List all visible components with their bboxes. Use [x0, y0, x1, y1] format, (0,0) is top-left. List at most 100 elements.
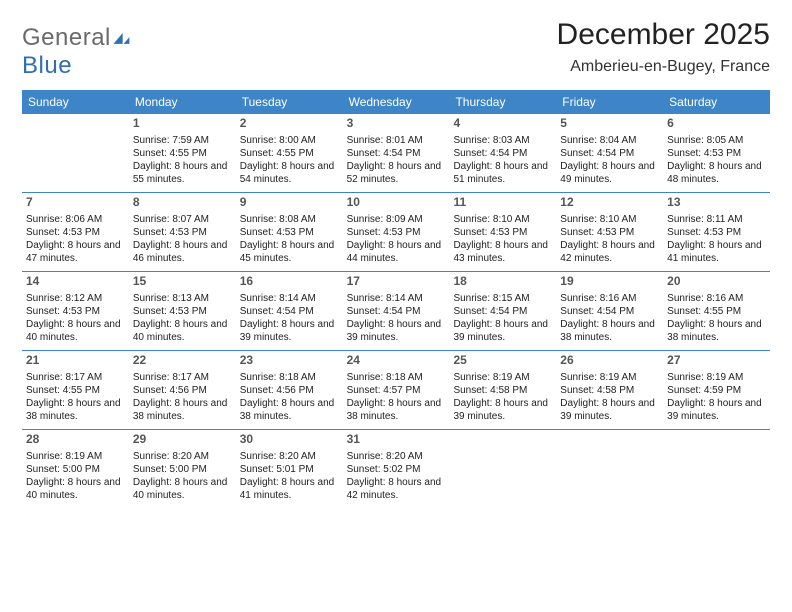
- day-number: 19: [560, 274, 659, 290]
- day-sunset: Sunset: 4:55 PM: [26, 384, 125, 397]
- day-cell: [22, 114, 129, 192]
- day-cell: 21Sunrise: 8:17 AMSunset: 4:55 PMDayligh…: [22, 351, 129, 429]
- day-sunset: Sunset: 4:54 PM: [453, 305, 552, 318]
- day-sunset: Sunset: 4:53 PM: [560, 226, 659, 239]
- day-sunrise: Sunrise: 8:19 AM: [453, 371, 552, 384]
- day-cell: 6Sunrise: 8:05 AMSunset: 4:53 PMDaylight…: [663, 114, 770, 192]
- calendar-table: Sunday Monday Tuesday Wednesday Thursday…: [22, 90, 770, 508]
- logo: GeneralBlue: [22, 18, 131, 80]
- day-number: 5: [560, 116, 659, 132]
- title-block: December 2025 Amberieu-en-Bugey, France: [557, 18, 770, 76]
- day-sunrise: Sunrise: 8:14 AM: [240, 292, 339, 305]
- day-sunset: Sunset: 4:54 PM: [560, 147, 659, 160]
- dow-monday: Monday: [129, 90, 236, 114]
- day-sunrise: Sunrise: 8:10 AM: [560, 213, 659, 226]
- day-sunset: Sunset: 4:53 PM: [240, 226, 339, 239]
- day-number: 28: [26, 432, 125, 448]
- day-number: 3: [347, 116, 446, 132]
- day-cell: 3Sunrise: 8:01 AMSunset: 4:54 PMDaylight…: [343, 114, 450, 192]
- day-sunrise: Sunrise: 8:10 AM: [453, 213, 552, 226]
- dow-tuesday: Tuesday: [236, 90, 343, 114]
- day-daylight: Daylight: 8 hours and 42 minutes.: [347, 476, 446, 502]
- day-number: 24: [347, 353, 446, 369]
- page-header: GeneralBlue December 2025 Amberieu-en-Bu…: [22, 18, 770, 80]
- day-cell: 11Sunrise: 8:10 AMSunset: 4:53 PMDayligh…: [449, 193, 556, 271]
- day-number: 30: [240, 432, 339, 448]
- page-title: December 2025: [557, 18, 770, 52]
- day-sunset: Sunset: 4:59 PM: [667, 384, 766, 397]
- day-sunset: Sunset: 4:53 PM: [667, 226, 766, 239]
- logo-text-blue: Blue: [22, 52, 72, 79]
- day-daylight: Daylight: 8 hours and 39 minutes.: [240, 318, 339, 344]
- day-cell: 18Sunrise: 8:15 AMSunset: 4:54 PMDayligh…: [449, 272, 556, 350]
- dow-friday: Friday: [556, 90, 663, 114]
- day-sunset: Sunset: 4:55 PM: [240, 147, 339, 160]
- logo-text-general: General: [22, 24, 111, 51]
- day-sunset: Sunset: 4:58 PM: [453, 384, 552, 397]
- weeks-container: 1Sunrise: 7:59 AMSunset: 4:55 PMDaylight…: [22, 114, 770, 508]
- day-sunset: Sunset: 4:57 PM: [347, 384, 446, 397]
- day-number: 13: [667, 195, 766, 211]
- calendar-week: 1Sunrise: 7:59 AMSunset: 4:55 PMDaylight…: [22, 114, 770, 193]
- day-sunrise: Sunrise: 8:16 AM: [560, 292, 659, 305]
- days-of-week-header: Sunday Monday Tuesday Wednesday Thursday…: [22, 90, 770, 114]
- logo-text: GeneralBlue: [22, 24, 131, 80]
- day-sunrise: Sunrise: 8:15 AM: [453, 292, 552, 305]
- day-sunrise: Sunrise: 8:01 AM: [347, 134, 446, 147]
- day-sunrise: Sunrise: 8:13 AM: [133, 292, 232, 305]
- day-number: 27: [667, 353, 766, 369]
- day-daylight: Daylight: 8 hours and 52 minutes.: [347, 160, 446, 186]
- day-number: 2: [240, 116, 339, 132]
- day-daylight: Daylight: 8 hours and 38 minutes.: [26, 397, 125, 423]
- day-number: 12: [560, 195, 659, 211]
- dow-wednesday: Wednesday: [343, 90, 450, 114]
- day-number: 7: [26, 195, 125, 211]
- day-number: 16: [240, 274, 339, 290]
- day-daylight: Daylight: 8 hours and 40 minutes.: [133, 318, 232, 344]
- day-number: 14: [26, 274, 125, 290]
- calendar-week: 28Sunrise: 8:19 AMSunset: 5:00 PMDayligh…: [22, 430, 770, 508]
- day-number: 26: [560, 353, 659, 369]
- day-cell: 2Sunrise: 8:00 AMSunset: 4:55 PMDaylight…: [236, 114, 343, 192]
- day-cell: [449, 430, 556, 508]
- day-sunrise: Sunrise: 8:14 AM: [347, 292, 446, 305]
- day-sunset: Sunset: 4:54 PM: [560, 305, 659, 318]
- day-daylight: Daylight: 8 hours and 40 minutes.: [133, 476, 232, 502]
- day-cell: 10Sunrise: 8:09 AMSunset: 4:53 PMDayligh…: [343, 193, 450, 271]
- day-cell: 31Sunrise: 8:20 AMSunset: 5:02 PMDayligh…: [343, 430, 450, 508]
- day-sunrise: Sunrise: 8:07 AM: [133, 213, 232, 226]
- day-daylight: Daylight: 8 hours and 38 minutes.: [347, 397, 446, 423]
- day-number: 25: [453, 353, 552, 369]
- day-cell: 27Sunrise: 8:19 AMSunset: 4:59 PMDayligh…: [663, 351, 770, 429]
- day-daylight: Daylight: 8 hours and 48 minutes.: [667, 160, 766, 186]
- day-number: 15: [133, 274, 232, 290]
- day-sunset: Sunset: 4:53 PM: [26, 305, 125, 318]
- calendar-week: 7Sunrise: 8:06 AMSunset: 4:53 PMDaylight…: [22, 193, 770, 272]
- day-cell: 4Sunrise: 8:03 AMSunset: 4:54 PMDaylight…: [449, 114, 556, 192]
- day-daylight: Daylight: 8 hours and 41 minutes.: [240, 476, 339, 502]
- day-sunset: Sunset: 5:02 PM: [347, 463, 446, 476]
- day-daylight: Daylight: 8 hours and 43 minutes.: [453, 239, 552, 265]
- day-number: 8: [133, 195, 232, 211]
- day-cell: 15 Sunrise: 8:13 AMSunset: 4:53 PMDayligh…: [129, 272, 236, 350]
- day-cell: 19Sunrise: 8:16 AMSunset: 4:54 PMDayligh…: [556, 272, 663, 350]
- page-subtitle: Amberieu-en-Bugey, France: [557, 58, 770, 76]
- day-sunset: Sunset: 4:53 PM: [133, 305, 232, 318]
- day-sunset: Sunset: 5:01 PM: [240, 463, 339, 476]
- day-cell: 9Sunrise: 8:08 AMSunset: 4:53 PMDaylight…: [236, 193, 343, 271]
- day-number: 1: [133, 116, 232, 132]
- day-sunrise: Sunrise: 8:17 AM: [26, 371, 125, 384]
- day-sunrise: Sunrise: 8:18 AM: [240, 371, 339, 384]
- day-sunrise: Sunrise: 8:18 AM: [347, 371, 446, 384]
- day-cell: 23Sunrise: 8:18 AMSunset: 4:56 PMDayligh…: [236, 351, 343, 429]
- day-daylight: Daylight: 8 hours and 39 minutes.: [347, 318, 446, 344]
- day-cell: 24 Sunrise: 8:18 AMSunset: 4:57 PMDayligh…: [343, 351, 450, 429]
- day-cell: [663, 430, 770, 508]
- calendar-week: 14Sunrise: 8:12 AMSunset: 4:53 PMDayligh…: [22, 272, 770, 351]
- day-number: 9: [240, 195, 339, 211]
- day-daylight: Daylight: 8 hours and 54 minutes.: [240, 160, 339, 186]
- day-daylight: Daylight: 8 hours and 46 minutes.: [133, 239, 232, 265]
- day-sunrise: Sunrise: 8:08 AM: [240, 213, 339, 226]
- day-sunset: Sunset: 4:53 PM: [347, 226, 446, 239]
- sail-icon: [111, 24, 131, 38]
